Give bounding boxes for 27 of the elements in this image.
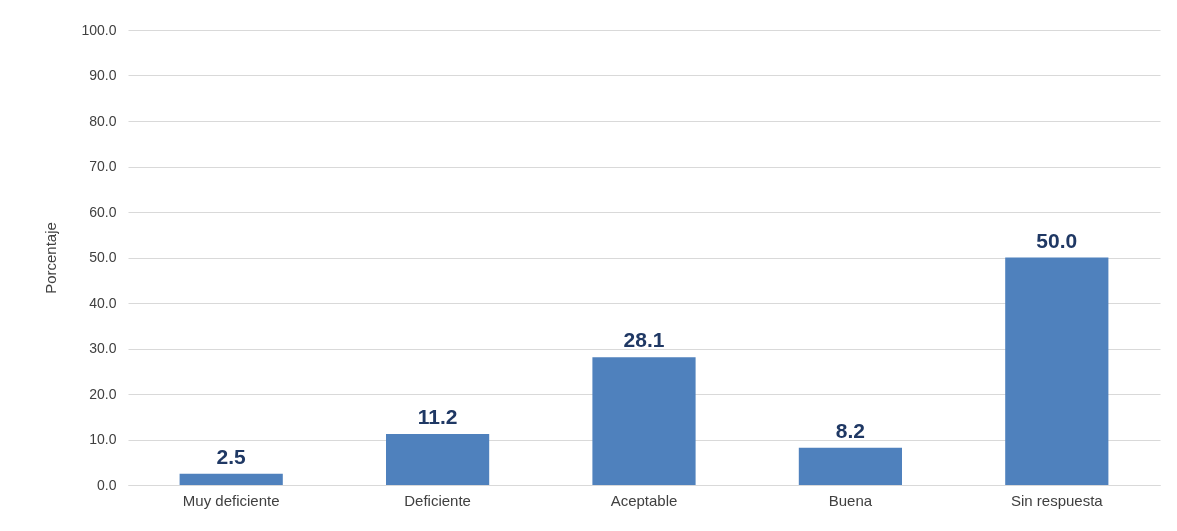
y-tick-label: 10.0 <box>89 431 117 447</box>
x-tick-label: Buena <box>828 491 873 509</box>
y-tick-label: 50.0 <box>89 249 117 265</box>
y-tick-label: 20.0 <box>89 385 117 402</box>
y-tick-label: 0.0 <box>97 476 117 493</box>
data-label: 50.0 <box>1036 228 1078 252</box>
y-tick-label: 30.0 <box>89 340 117 356</box>
x-tick-label: Muy deficiente <box>182 491 280 509</box>
y-tick-label: 70.0 <box>89 158 117 174</box>
y-tick-label: 90.0 <box>89 67 117 83</box>
bar <box>1005 257 1109 485</box>
bar <box>179 473 283 485</box>
bar <box>592 357 696 485</box>
data-label: 11.2 <box>417 405 458 429</box>
data-label: 28.1 <box>623 328 665 352</box>
x-tick-label: Aceptable <box>610 491 678 509</box>
y-tick-label: 40.0 <box>89 294 117 311</box>
bar <box>386 434 490 485</box>
data-label: 8.2 <box>835 418 865 442</box>
data-label: 2.5 <box>216 444 247 468</box>
y-tick-label: 60.0 <box>89 203 117 220</box>
x-tick-label: Sin respuesta <box>1010 491 1104 509</box>
y-axis-title: Porcentaje <box>42 222 60 294</box>
x-tick-label: Deficiente <box>404 491 471 509</box>
y-tick-label: 80.0 <box>89 112 117 129</box>
y-tick-label: 100.0 <box>81 21 117 38</box>
bar <box>798 447 902 485</box>
